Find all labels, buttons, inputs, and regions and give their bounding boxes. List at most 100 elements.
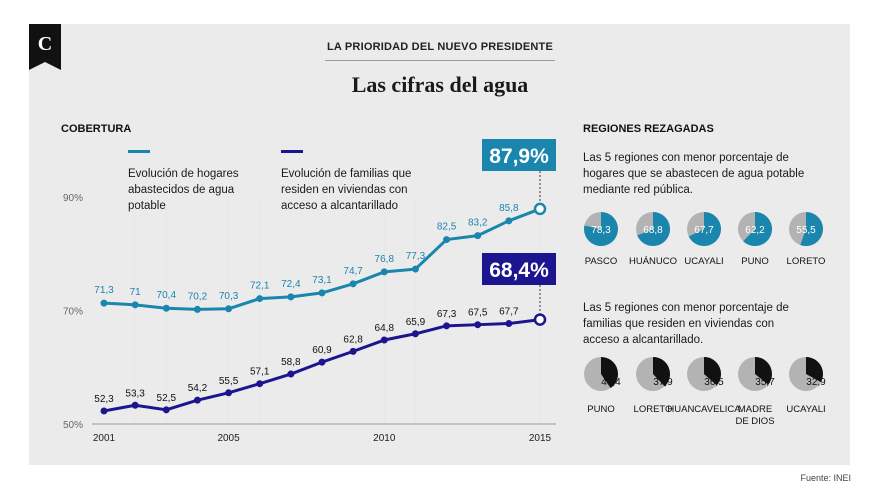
x-tick-label: 2015 xyxy=(529,433,552,444)
data-label: 72,4 xyxy=(281,279,301,290)
data-label: 72,1 xyxy=(250,281,270,292)
logo-letter: C xyxy=(38,33,52,55)
pie-region-name: UCAYALI xyxy=(684,256,723,267)
kicker: LA PRIORIDAD DEL NUEVO PRESIDENTE xyxy=(326,41,553,53)
callout-value: 68,4% xyxy=(489,259,549,282)
data-point xyxy=(100,299,108,307)
y-tick-label: 90% xyxy=(63,193,83,204)
pie-value-label: 62,2 xyxy=(745,225,765,236)
data-point xyxy=(131,401,139,409)
data-label: 70,3 xyxy=(219,291,239,302)
data-point xyxy=(162,406,170,414)
data-point xyxy=(349,280,357,288)
data-label: 58,8 xyxy=(281,357,301,368)
data-point xyxy=(100,407,108,415)
data-label: 82,5 xyxy=(437,222,457,233)
sewer-pie-slice xyxy=(755,357,773,385)
pie-value-label: 78,3 xyxy=(591,225,611,236)
legend-swatch-water xyxy=(128,150,150,153)
water-pie-slice xyxy=(800,212,824,246)
data-label: 77,3 xyxy=(406,251,426,262)
data-label: 65,9 xyxy=(406,317,426,328)
data-point xyxy=(443,236,451,244)
data-label: 57,1 xyxy=(250,367,270,378)
data-label: 64,8 xyxy=(375,323,395,334)
data-point xyxy=(533,313,547,326)
data-label: 73,1 xyxy=(312,275,332,286)
data-label: 52,5 xyxy=(157,393,177,404)
pie-value-label: 40,4 xyxy=(601,377,621,388)
sewer-pie-slice xyxy=(601,357,618,389)
sewer-pie-slice xyxy=(806,357,823,383)
data-point xyxy=(193,305,201,313)
callout-box xyxy=(482,253,556,285)
data-point xyxy=(411,330,419,338)
water-pie-slice xyxy=(637,212,671,247)
legend-label-sewer: Evolución de familias que residen en viv… xyxy=(281,168,412,212)
data-point xyxy=(287,370,295,378)
pie-value-label: 35,7 xyxy=(755,377,775,388)
pie-value-label: 68,8 xyxy=(643,225,663,236)
pie-region-name: PASCO xyxy=(585,256,618,267)
data-point xyxy=(443,322,451,330)
data-label: 67,5 xyxy=(468,308,488,319)
data-point xyxy=(349,347,357,355)
data-point xyxy=(287,293,295,301)
data-label: 71,3 xyxy=(94,285,114,296)
pie-value-label: 67,7 xyxy=(694,225,714,236)
x-tick-label: 2001 xyxy=(93,433,116,444)
data-label: 74,7 xyxy=(343,266,363,277)
data-label: 53,3 xyxy=(125,388,145,399)
water-pie-slice xyxy=(743,211,773,247)
pie-region-name: PUNO xyxy=(587,404,614,415)
water-pie-slice xyxy=(584,212,619,247)
pie-value-label: 36,5 xyxy=(704,377,724,388)
pie-region-name: UCAYALI xyxy=(786,404,825,415)
pie-value-label: 37,9 xyxy=(653,377,673,388)
pie-region-name: LORETO xyxy=(634,404,673,415)
data-label: 62,8 xyxy=(343,334,363,345)
data-point xyxy=(131,301,139,309)
logo-icon: C xyxy=(29,24,61,70)
pie-region-name: LORETO xyxy=(787,256,826,267)
data-point xyxy=(318,289,326,297)
callout-box xyxy=(482,139,556,171)
data-point xyxy=(533,202,547,216)
kicker-divider xyxy=(325,60,555,61)
pie-region-name: MADRE xyxy=(738,404,772,415)
legend-swatch-sewer xyxy=(281,150,303,153)
data-label: 67,7 xyxy=(499,307,519,318)
data-point xyxy=(256,380,264,388)
data-label: 54,2 xyxy=(188,383,208,394)
data-point xyxy=(225,305,233,313)
y-tick-label: 50% xyxy=(63,420,83,431)
data-label: 83,2 xyxy=(468,218,488,229)
section-label-regiones: REGIONES REZAGADAS xyxy=(583,123,714,135)
data-label: 70,4 xyxy=(157,290,177,301)
data-point xyxy=(256,295,264,303)
pie-region-name: DE DIOS xyxy=(735,416,774,427)
callout-value: 87,9% xyxy=(489,145,549,168)
data-point xyxy=(474,321,482,329)
data-point xyxy=(411,265,419,273)
data-point xyxy=(193,396,201,404)
data-label: 60,9 xyxy=(312,345,332,356)
pie-value-label: 32,9 xyxy=(806,377,826,388)
pie-region-name: HUÁNUCO xyxy=(629,256,677,267)
data-label: 52,3 xyxy=(94,394,114,405)
data-point xyxy=(505,217,513,225)
data-label: 67,3 xyxy=(437,309,457,320)
legend-label-water: Evolución de hogares abastecidos de agua… xyxy=(128,168,239,212)
data-label: 85,8 xyxy=(499,203,519,214)
sewer-regions-description: Las 5 regiones con menor porcentaje de f… xyxy=(583,302,789,346)
y-tick-label: 70% xyxy=(63,307,83,318)
pie-region-name: PUNO xyxy=(741,256,768,267)
data-point xyxy=(505,320,513,328)
data-point xyxy=(474,232,482,240)
sewer-pie-slice xyxy=(704,357,721,386)
x-tick-label: 2005 xyxy=(217,433,240,444)
page-title: Las cifras del agua xyxy=(351,72,529,97)
data-label: 55,5 xyxy=(219,376,239,387)
data-point xyxy=(380,336,388,344)
